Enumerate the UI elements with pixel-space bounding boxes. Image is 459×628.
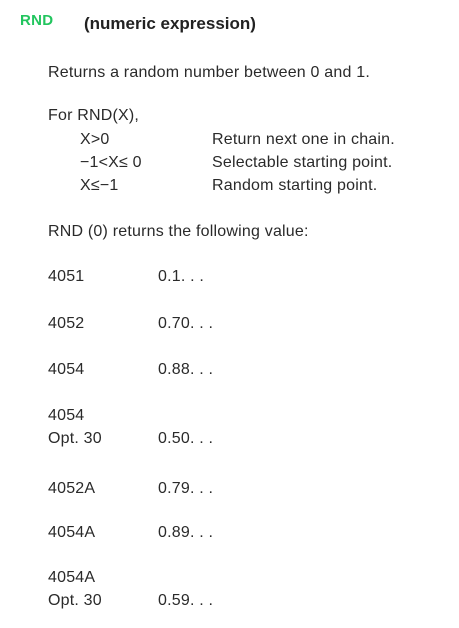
table-row-value: 0.59. . .: [158, 592, 214, 609]
table-row-value: 0.89. . .: [158, 524, 214, 541]
table-row-value: 0.70. . .: [158, 315, 214, 332]
keyword-title: RND: [20, 12, 54, 29]
for-line: For RND(X),: [48, 107, 140, 124]
table-row-model: 4051: [48, 268, 85, 285]
syntax-label: (numeric expression): [84, 14, 256, 33]
table-row-value: 0.50. . .: [158, 430, 214, 447]
table-row-value: 0.1. . .: [158, 268, 205, 285]
table-row-option: Opt. 30: [48, 592, 102, 609]
table-row-model: 4052A: [48, 480, 96, 497]
condition-3-desc: Random starting point.: [212, 177, 378, 194]
table-row-model: 4054A: [48, 569, 96, 586]
description: Returns a random number between 0 and 1.: [48, 64, 370, 81]
condition-3: X≤−1: [80, 177, 119, 194]
table-row-model: 4052: [48, 315, 85, 332]
condition-1: X>0: [80, 131, 110, 148]
condition-1-desc: Return next one in chain.: [212, 131, 395, 148]
condition-2: −1<X≤ 0: [80, 154, 142, 171]
table-row-value: 0.88. . .: [158, 361, 214, 378]
table-row-model: 4054: [48, 361, 85, 378]
rnd0-line: RND (0) returns the following value:: [48, 223, 309, 240]
condition-2-desc: Selectable starting point.: [212, 154, 393, 171]
table-row-model: 4054A: [48, 524, 96, 541]
table-row-value: 0.79. . .: [158, 480, 214, 497]
table-row-option: Opt. 30: [48, 430, 102, 447]
table-row-model: 4054: [48, 407, 85, 424]
